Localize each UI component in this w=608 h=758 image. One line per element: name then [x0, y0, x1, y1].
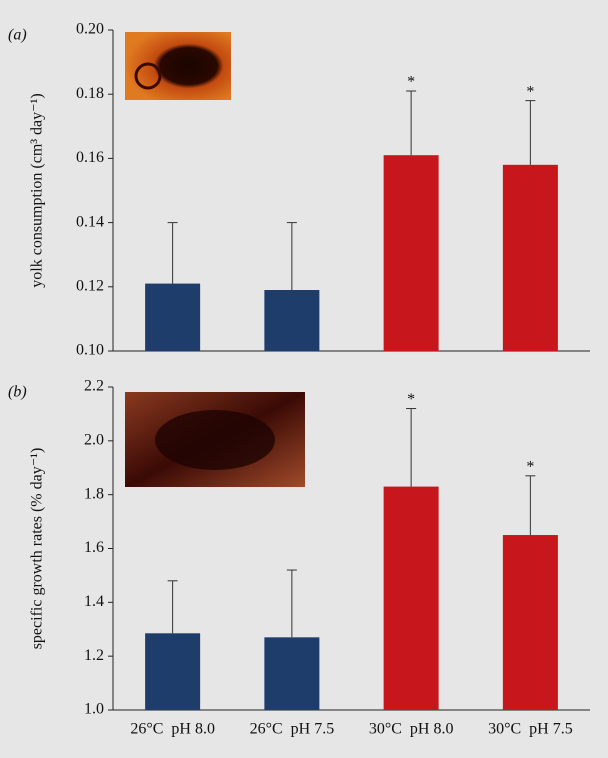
bar — [145, 284, 200, 351]
bar — [145, 633, 200, 710]
panel-label: (a) — [8, 27, 27, 44]
y-tick-label: 0.18 — [76, 85, 104, 102]
significance-mark: * — [526, 83, 534, 100]
y-tick-label: 2.2 — [84, 378, 104, 395]
y-tick-label: 0.16 — [76, 149, 104, 166]
y-tick-label: 0.12 — [76, 277, 104, 294]
y-axis-label: specific growth rates (% day⁻¹) — [29, 448, 46, 650]
x-tick-label: 30°C pH 7.5 — [488, 721, 573, 738]
y-tick-label: 1.2 — [84, 647, 104, 664]
significance-mark: * — [407, 391, 415, 408]
significance-mark: * — [526, 458, 534, 475]
y-tick-label: 0.20 — [76, 21, 104, 38]
y-tick-label: 1.0 — [84, 701, 104, 718]
bar — [503, 165, 558, 351]
panel-label: (b) — [8, 384, 27, 401]
x-tick-label: 30°C pH 8.0 — [369, 721, 454, 738]
bar — [384, 155, 439, 351]
bar — [503, 535, 558, 710]
y-tick-label: 1.4 — [84, 593, 104, 610]
x-tick-label: 26°C pH 8.0 — [130, 721, 215, 738]
y-tick-label: 0.10 — [76, 342, 104, 359]
bar — [384, 487, 439, 710]
significance-mark: * — [407, 74, 415, 91]
y-tick-label: 2.0 — [84, 432, 104, 449]
y-axis-label: yolk consumption (cm³ day⁻¹) — [29, 93, 46, 287]
y-tick-label: 1.6 — [84, 539, 104, 556]
photo-detail — [155, 410, 275, 470]
figure: (a) yolk consumption (cm³ day⁻¹) 0.10 0.12 0… — [0, 0, 608, 758]
bar — [264, 290, 319, 351]
x-tick-label: 26°C pH 7.5 — [250, 721, 335, 738]
bar — [264, 637, 319, 710]
y-tick-label: 0.14 — [76, 213, 104, 230]
y-tick-label: 1.8 — [84, 485, 104, 502]
